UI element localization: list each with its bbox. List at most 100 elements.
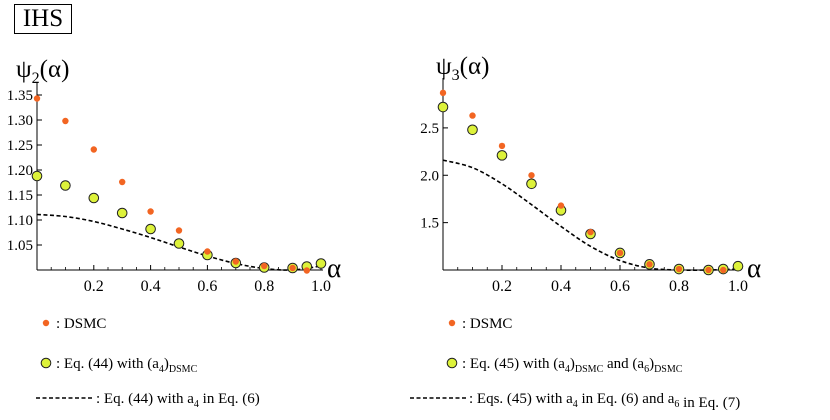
psi-subscript: 2 bbox=[32, 70, 40, 87]
legend-subscript: DSMC bbox=[654, 364, 683, 375]
legend-text: : Eq. (44) with (a bbox=[56, 356, 159, 372]
legend-text: and (a bbox=[603, 356, 644, 372]
dsmc-point bbox=[90, 146, 98, 153]
legend-subscript: DSMC bbox=[169, 364, 198, 375]
psi-argument: (α) bbox=[460, 53, 490, 80]
dsmc-point bbox=[232, 258, 239, 265]
legend-label: : Eq. (44) with (a4)DSMC bbox=[56, 356, 198, 375]
x-tick-label: 0.4 bbox=[141, 278, 161, 295]
legend-dsmc-symbol bbox=[448, 319, 456, 327]
legend-text: ) bbox=[164, 356, 169, 372]
legend-eq-symbol bbox=[446, 357, 458, 369]
y-tick-label: 2.5 bbox=[420, 121, 439, 137]
legend-text: : DSMC bbox=[462, 316, 512, 332]
psi-glyph: ψ bbox=[16, 56, 32, 83]
legend-subscript: 4 bbox=[159, 364, 164, 375]
eq-point bbox=[496, 150, 508, 161]
y-tick-label: 2.0 bbox=[420, 168, 439, 184]
dsmc-point bbox=[646, 261, 653, 268]
legend-text: : DSMC bbox=[56, 316, 106, 332]
legend-dsmc-symbol bbox=[42, 319, 50, 327]
legend-label: : Eqs. (45) with a4 in Eq. (6) and a6 in… bbox=[469, 391, 740, 411]
eq-point bbox=[437, 101, 449, 113]
dsmc-point bbox=[204, 248, 211, 255]
eq-point bbox=[732, 260, 744, 272]
legend-subscript: 4 bbox=[565, 364, 570, 375]
legend-text: in Eq. (6) and a bbox=[578, 391, 675, 407]
y-tick-label: 1.05 bbox=[7, 238, 33, 254]
dsmc-point bbox=[33, 95, 41, 102]
eq-point bbox=[145, 223, 156, 235]
legend-label: : DSMC bbox=[462, 316, 512, 332]
dsmc-point bbox=[147, 208, 154, 215]
dsmc-point bbox=[587, 228, 594, 236]
x-tick-label: 1.0 bbox=[311, 278, 331, 295]
y-tick-label: 1.35 bbox=[7, 88, 33, 104]
legend-text: : Eq. (45) with (a bbox=[462, 356, 565, 372]
legend-label: : Eq. (44) with a4 in Eq. (6) bbox=[96, 391, 260, 410]
dsmc-point bbox=[705, 266, 712, 274]
legend-text: ) bbox=[570, 356, 575, 372]
x-tick-label: 0.6 bbox=[197, 278, 217, 295]
x-axis-label: α bbox=[327, 253, 341, 283]
legend-label: : DSMC bbox=[56, 316, 106, 332]
dsmc-point bbox=[498, 142, 506, 150]
eq-point bbox=[88, 192, 100, 204]
legend-subscript: DSMC bbox=[575, 364, 604, 375]
eq-point bbox=[467, 124, 478, 136]
y-tick-label: 1.30 bbox=[7, 113, 33, 129]
dsmc-point bbox=[469, 112, 476, 119]
x-tick-label: 1.0 bbox=[728, 278, 748, 295]
dsmc-point bbox=[261, 262, 268, 270]
eq-point bbox=[60, 180, 71, 191]
eq-point bbox=[173, 238, 185, 249]
dsmc-point bbox=[616, 249, 624, 257]
legend-text: in Eq. (7) bbox=[679, 395, 740, 411]
psi3-chart: 0.2 0.4 0.6 0.8 1.0 1.5 2.0 2.5 ψ3(α) α : DSMC : Eq… bbox=[410, 53, 761, 411]
x-tick-label: 0.2 bbox=[492, 278, 512, 295]
legend-text: : Eq. (44) with a bbox=[96, 391, 194, 407]
x-tick-label: 0.6 bbox=[610, 278, 630, 295]
psi2-chart: 0.2 0.4 0.6 0.8 1.0 1.05 1.10 1.15 1.20 1.25 1.30 1… bbox=[7, 56, 341, 410]
y-axis-label: ψ2(α) bbox=[16, 56, 69, 87]
x-tick-label: 0.2 bbox=[84, 278, 104, 295]
dsmc-point bbox=[720, 266, 727, 274]
psi-subscript: 3 bbox=[452, 67, 460, 84]
y-tick-label: 1.20 bbox=[7, 163, 33, 179]
dsmc-point bbox=[303, 267, 310, 274]
psi-glyph: ψ bbox=[436, 53, 452, 80]
legend-eq-symbol bbox=[40, 357, 52, 369]
x-axis-label: α bbox=[747, 253, 761, 283]
psi-argument: (α) bbox=[40, 56, 70, 83]
eq-point bbox=[31, 170, 43, 182]
y-tick-label: 1.5 bbox=[420, 216, 439, 232]
dsmc-point bbox=[675, 265, 683, 273]
dsmc-point bbox=[175, 227, 183, 234]
dsmc-point bbox=[528, 172, 535, 179]
dsmc-point bbox=[119, 178, 126, 186]
x-tick-label: 0.8 bbox=[669, 278, 689, 295]
legend-text: ) bbox=[649, 356, 654, 372]
legend-label: : Eq. (45) with (a4)DSMC and (a6)DSMC bbox=[462, 356, 683, 375]
dsmc-point bbox=[557, 202, 565, 209]
dsmc-point bbox=[62, 117, 69, 125]
legend-subscript: 6 bbox=[644, 364, 649, 375]
dsmc-point bbox=[439, 89, 447, 97]
eq-point bbox=[526, 178, 537, 190]
dashed-curve bbox=[442, 159, 739, 271]
eq-point bbox=[116, 207, 128, 219]
x-tick-label: 0.4 bbox=[551, 278, 571, 295]
y-tick-label: 1.10 bbox=[7, 213, 33, 229]
legend-subscript: 6 bbox=[674, 399, 679, 410]
legend-text: in Eq. (6) bbox=[199, 391, 260, 407]
ihs-badge: IHS bbox=[14, 4, 72, 34]
dsmc-point bbox=[289, 264, 296, 272]
legend-subscript: 4 bbox=[573, 399, 578, 410]
y-tick-label: 1.15 bbox=[7, 188, 33, 204]
legend-text: : Eqs. (45) with a bbox=[469, 391, 573, 407]
legend-subscript: 4 bbox=[194, 399, 199, 410]
y-tick-label: 1.25 bbox=[7, 138, 33, 154]
x-tick-label: 0.8 bbox=[254, 278, 274, 295]
eq-point bbox=[315, 258, 327, 269]
